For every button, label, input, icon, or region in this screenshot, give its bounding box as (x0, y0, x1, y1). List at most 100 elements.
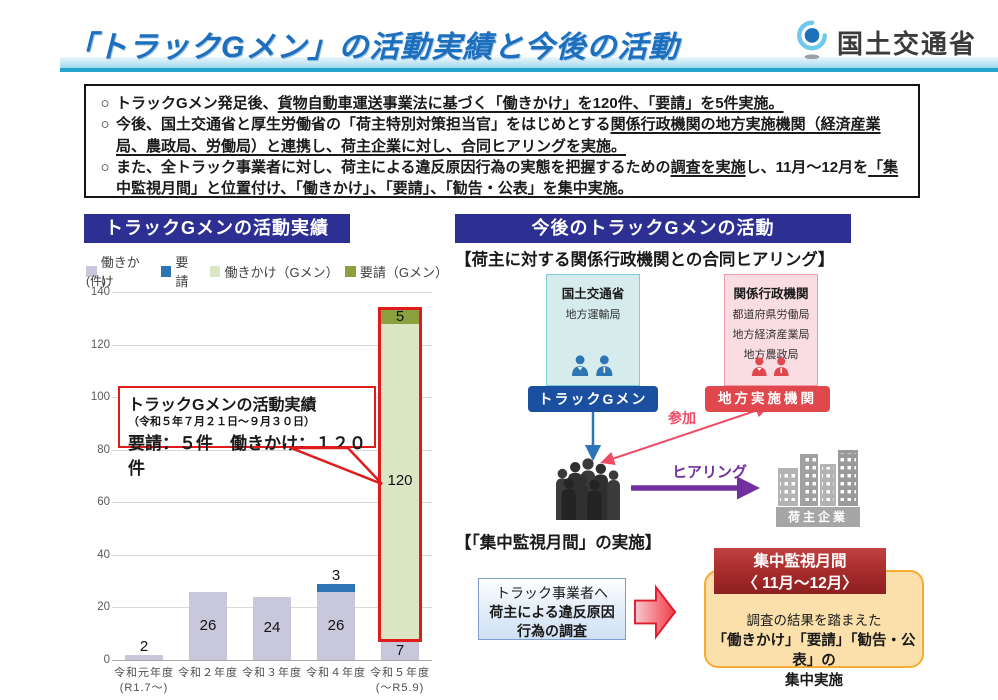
agency-org-title: 関係行政機関 (733, 287, 809, 301)
bar-segment (381, 641, 419, 660)
annotation-body: 要請：５件 働きかけ：１２０件 (128, 434, 366, 478)
bullet-marker: ○ (100, 158, 110, 176)
gmen-highlight-box (378, 307, 422, 642)
legend-item: 働きかけ (86, 252, 152, 290)
activity-bar-chart: 働きかけ 要請 働きかけ（Gメン） 要請（Gメン） (件) トラックGメンの活動実績 … (86, 250, 448, 694)
y-axis-tick-label: 20 (97, 601, 110, 614)
chart-baseline (112, 660, 432, 661)
annotation-subtitle: （令和５年７月２１日～９月３０日） (128, 416, 315, 428)
bar-segment (317, 591, 355, 660)
y-axis-tick-label: 120 (90, 338, 110, 351)
monitor-body-line: 集中実施 (785, 673, 843, 690)
inspectors-red-icon (750, 357, 792, 381)
legend-swatch (209, 265, 221, 277)
right-section-header: 今後のトラックGメンの活動 (455, 214, 851, 243)
mlit-org-sub: 地方運輸局 (565, 309, 621, 321)
chart-gridline (112, 554, 432, 556)
page-title: 「トラックGメン」の活動実績と今後の活動 (66, 31, 680, 64)
x-axis-category-label: 令和５年度 (～R5.9) (370, 667, 430, 694)
monitor-body-line: 「働きかけ」「要請」「勧告・公表」の (712, 632, 916, 670)
bullet-text: 今後、国土交通省と厚生労働省の「荷主特別対策担当官」をはじめとする関係行政機関の… (116, 116, 881, 155)
bar-value-label: 120 (387, 472, 413, 490)
shipper-company-tag: 荷主企業 (776, 507, 860, 527)
bullet-text: また、全トラック事業者に対し、荷主による違反原因行為の実態を把握するための調査を… (116, 158, 899, 198)
legend-label: 働きかけ（Gメン） (224, 264, 339, 280)
summary-box: ○ トラックGメン発足後、貨物自動車運送事業法に基づく「働きかけ」を120件、「要… (84, 84, 920, 198)
legend-item: 働きかけ（Gメン） (209, 252, 339, 290)
bar-value-label: 26 (199, 616, 217, 634)
shipper-buildings-icon (776, 448, 860, 511)
survey-box: トラック事業者へ 荷主による違反原因 行為の調査 (478, 578, 626, 640)
participation-arrow-label: 参加 (668, 410, 696, 426)
x-axis-category-label: 令和３年度 (242, 667, 302, 679)
chart-unit-label: (件) (86, 274, 106, 288)
agency-org-item: 地方経済産業局 (732, 329, 810, 341)
title-underline-band (60, 57, 998, 72)
mlit-logo: 国土交通省 (795, 20, 977, 65)
monitor-banner-line: 集中監視月間 (753, 553, 847, 570)
left-section-header: トラックGメンの活動実績 (84, 214, 350, 243)
bar-segment (381, 323, 419, 639)
mlit-org-title: 国土交通省 (561, 287, 625, 301)
chart-gridline (112, 449, 432, 451)
y-axis-tick-label: 60 (97, 496, 110, 509)
bullet-marker: ○ (100, 95, 110, 112)
survey-line: 行為の調査 (517, 622, 587, 639)
monitor-body-line: 調査の結果を踏まえた (746, 613, 882, 628)
chart-gridline (112, 344, 432, 346)
chart-annotation-box: トラックGメンの活動実績 （令和５年７月２１日～９月３０日） 要請：５件 働きか… (118, 386, 376, 478)
mlit-logo-icon (795, 20, 829, 65)
chart-gridline (112, 292, 432, 293)
truck-gmen-tag: トラックGメン (528, 386, 658, 412)
bar-segment (381, 310, 419, 324)
bar-value-label: 2 (139, 637, 149, 655)
inspectors-blue-icon (570, 355, 616, 381)
y-axis-tick-label: 100 (90, 391, 110, 404)
legend-swatch (86, 265, 97, 277)
y-axis-tick-label: 80 (97, 443, 110, 456)
annotation-title: トラックGメンの活動実績 (128, 397, 317, 414)
bar-segment (317, 583, 355, 592)
legend-label: 要請（Gメン） (359, 264, 448, 280)
local-agency-tag: 地方実施機関 (705, 386, 830, 412)
joint-hearing-heading: 【荷主に対する関係行政機関との合同ヒアリング】 (455, 251, 835, 269)
summary-bullet: ○ また、全トラック事業者に対し、荷主による違反原因行為の実態を把握するための調査… (94, 157, 908, 200)
summary-bullet: ○ 今後、国土交通省と厚生労働省の「荷主特別対策担当官」をはじめとする関係行政機関… (94, 114, 908, 157)
bar-value-label: 3 (331, 566, 341, 584)
bar-segment (125, 654, 163, 660)
y-axis-tick-label: 0 (103, 654, 110, 666)
y-axis-tick-label: 40 (97, 548, 110, 561)
mlit-logo-text: 国土交通省 (837, 29, 978, 59)
inspection-crowd-icon (548, 456, 628, 525)
agency-org-box: 関係行政機関 都道府県労働局 地方経済産業局 地方農政局 (724, 274, 818, 386)
block-arrow-icon (634, 584, 677, 645)
agency-org-item: 都道府県労働局 (732, 309, 810, 321)
legend-swatch (160, 265, 172, 277)
legend-swatch (345, 265, 356, 277)
bar-value-label: 5 (395, 307, 405, 325)
bar-segment (253, 596, 291, 660)
summary-bullet: ○ トラックGメン発足後、貨物自動車運送事業法に基づく「働きかけ」を120件、「要… (94, 93, 908, 114)
bar-value-label: 7 (395, 641, 405, 659)
chart-gridline (112, 502, 432, 504)
x-axis-category-label: 令和２年度 (178, 667, 238, 679)
legend-item: 要請（Gメン） (345, 252, 448, 290)
bar-value-label: 26 (327, 616, 345, 634)
bar-segment (189, 591, 227, 660)
chart-legend: 働きかけ 要請 働きかけ（Gメン） 要請（Gメン） (86, 252, 448, 290)
y-axis-tick-label: 140 (90, 286, 110, 298)
x-axis-category-label: 令和４年度 (306, 667, 366, 679)
monitoring-month-banner: 集中監視月間 〈 11月～12月〉 (714, 548, 886, 594)
x-axis-category-label: 令和元年度 (R1.7～) (114, 667, 174, 694)
monitor-banner-line: 〈 11月～12月〉 (742, 574, 858, 592)
mlit-org-box: 国土交通省 地方運輸局 (546, 274, 640, 386)
bullet-text: トラックGメン発足後、貨物自動車運送事業法に基づく「働きかけ」を120件、「要請… (116, 95, 784, 112)
legend-label: 要請 (175, 255, 189, 289)
hearing-arrow-label: ヒアリング (672, 464, 748, 481)
bullet-marker: ○ (100, 116, 110, 134)
bar-value-label: 24 (263, 619, 281, 637)
monitoring-month-heading: 【「集中監視月間」の実施】 (455, 534, 662, 552)
legend-item: 要請 (160, 252, 201, 290)
participation-arrow (600, 403, 770, 466)
